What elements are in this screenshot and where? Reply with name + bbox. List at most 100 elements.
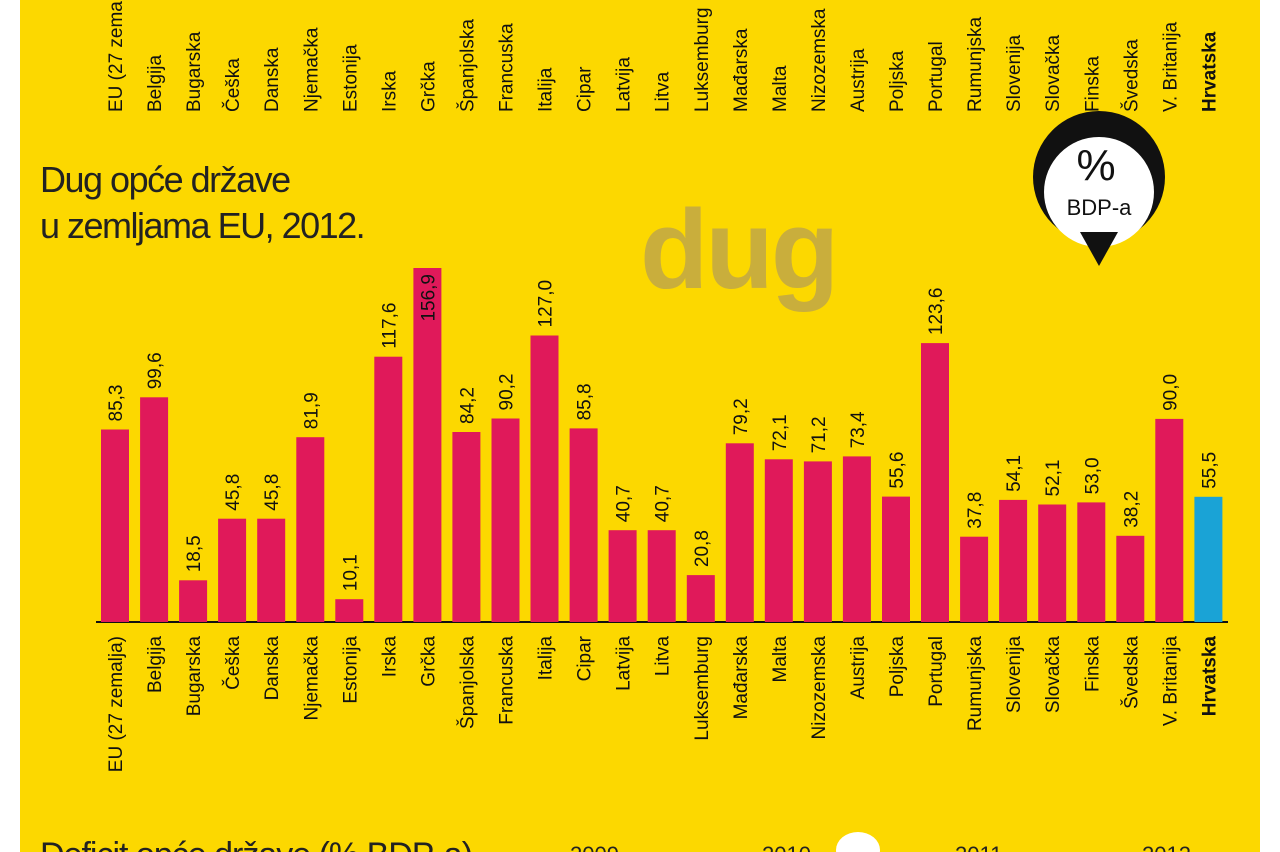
value-label-1: 85,3 — [106, 385, 127, 422]
chart-title-line-1: Dug opće države — [40, 159, 290, 200]
watermark-text: dug — [640, 187, 836, 312]
value-label-22: 123,6 — [926, 288, 947, 336]
top-strip-labels: EU (27 zemalja) Belgija Bugarska Češka Dansk… — [106, 0, 1220, 112]
category-label-21: Poljska — [887, 636, 908, 698]
badge-percent-symbol: % — [1076, 141, 1115, 190]
category-label-22: Portugal — [926, 636, 947, 707]
top-strip-label-25: Slovačka — [1043, 34, 1064, 112]
category-label-8: Irska — [379, 636, 400, 678]
bar-9 — [413, 268, 442, 622]
category-label-23: Rumunjska — [965, 636, 986, 731]
value-label-29: 55,5 — [1199, 452, 1220, 489]
category-label-3: Bugarska — [184, 636, 205, 717]
category-label-26: Finska — [1082, 636, 1103, 692]
top-strip-label-10: Španjolska — [456, 19, 478, 112]
category-label-27: Švedska — [1120, 636, 1142, 709]
bar-25 — [1038, 504, 1067, 622]
value-labels: 85,3 99,6 18,5 45,8 45,8 81,9 10,1 117,6 156,9 84… — [106, 274, 1220, 591]
category-label-16: Luksemburg — [692, 636, 713, 741]
bar-29 — [1194, 496, 1223, 622]
value-label-18: 72,1 — [770, 414, 791, 451]
category-label-1: EU (27 zemalja) — [106, 636, 127, 772]
bar-17 — [725, 443, 754, 622]
category-label-11: Francuska — [497, 636, 518, 725]
badge-disc — [1044, 137, 1154, 247]
top-strip-label-16: Luksemburg — [692, 7, 713, 112]
category-label-7: Estonija — [340, 636, 361, 704]
category-label-25: Slovačka — [1043, 636, 1064, 714]
top-strip-label-21: Poljska — [887, 50, 908, 112]
top-strip-label-17: Mađarska — [731, 28, 752, 112]
value-label-8: 117,6 — [379, 303, 400, 349]
value-label-10: 84,2 — [457, 387, 478, 424]
bar-11 — [491, 418, 520, 622]
top-strip-label-22: Portugal — [926, 41, 947, 112]
bar-10 — [452, 432, 481, 622]
value-label-6: 81,9 — [301, 392, 322, 429]
value-label-16: 20,8 — [692, 530, 713, 567]
value-label-11: 90,2 — [497, 374, 518, 411]
bottom-strip: Deficit opće države (% BDP-a) 2009 2010 … — [40, 832, 1191, 852]
percent-badge: % BDP-a — [1033, 111, 1165, 266]
value-label-24: 54,1 — [1004, 455, 1025, 492]
top-strip-label-28: V. Britanija — [1160, 21, 1181, 112]
bar-24 — [999, 499, 1028, 622]
category-label-18: Malta — [770, 636, 791, 683]
value-label-19: 71,2 — [809, 416, 830, 453]
top-strip-label-13: Cipar — [575, 66, 596, 112]
value-label-4: 45,8 — [223, 474, 244, 511]
bar-19 — [803, 461, 832, 622]
category-label-29: Hrvatska — [1199, 636, 1220, 717]
value-label-28: 90,0 — [1160, 374, 1181, 411]
bar-1 — [101, 429, 129, 622]
top-strip-label-19: Nizozemska — [809, 8, 830, 112]
value-label-2: 99,6 — [145, 352, 166, 389]
value-label-7: 10,1 — [340, 554, 361, 591]
category-label-9: Grčka — [418, 636, 439, 687]
bar-27 — [1116, 535, 1145, 622]
category-label-2: Belgija — [145, 636, 166, 693]
value-label-12: 127,0 — [536, 280, 557, 328]
category-label-14: Latvija — [614, 636, 635, 691]
bar-28 — [1155, 418, 1184, 622]
category-label-10: Španjolska — [456, 636, 478, 729]
top-strip-label-3: Bugarska — [184, 31, 205, 112]
year-2011: 2011 — [955, 842, 1002, 852]
value-label-9: 156,9 — [418, 274, 439, 322]
bar-21 — [882, 496, 910, 622]
value-label-3: 18,5 — [184, 535, 205, 572]
value-label-20: 73,4 — [848, 411, 869, 448]
bar-7 — [335, 599, 364, 622]
value-label-26: 53,0 — [1082, 457, 1103, 494]
bar-2 — [140, 397, 169, 622]
top-strip-label-2: Belgija — [145, 55, 166, 112]
category-label-4: Češka — [222, 636, 244, 690]
top-strip-label-4: Češka — [222, 58, 244, 112]
bar-13 — [569, 428, 598, 622]
bar-23 — [960, 536, 989, 622]
top-strip-label-29: Hrvatska — [1199, 31, 1220, 112]
top-strip-label-9: Grčka — [418, 61, 439, 112]
top-strip-label-1: EU (27 zemalja) — [106, 0, 127, 112]
top-strip-label-12: Italija — [536, 67, 557, 112]
bar-20 — [842, 456, 871, 622]
top-strip-label-8: Irska — [379, 70, 400, 112]
category-label-24: Slovenija — [1004, 636, 1025, 714]
bar-12 — [530, 335, 559, 622]
category-label-17: Mađarska — [731, 636, 752, 720]
top-strip-label-14: Latvija — [614, 57, 635, 112]
category-label-5: Danska — [262, 636, 283, 701]
bar-26 — [1077, 502, 1106, 622]
chart-title-line-2: u zemljama EU, 2012. — [40, 205, 364, 246]
category-label-6: Njemačka — [301, 636, 322, 721]
deficit-title: Deficit opće države (% BDP-a) — [40, 836, 472, 852]
top-strip-label-27: Švedska — [1120, 39, 1142, 112]
value-label-14: 40,7 — [614, 485, 635, 522]
bar-6 — [296, 437, 325, 622]
top-strip-label-7: Estonija — [340, 44, 361, 112]
top-strip-label-11: Francuska — [497, 23, 518, 112]
bar-18 — [764, 459, 793, 622]
top-strip-label-5: Danska — [262, 47, 283, 112]
value-label-27: 38,2 — [1121, 491, 1142, 528]
